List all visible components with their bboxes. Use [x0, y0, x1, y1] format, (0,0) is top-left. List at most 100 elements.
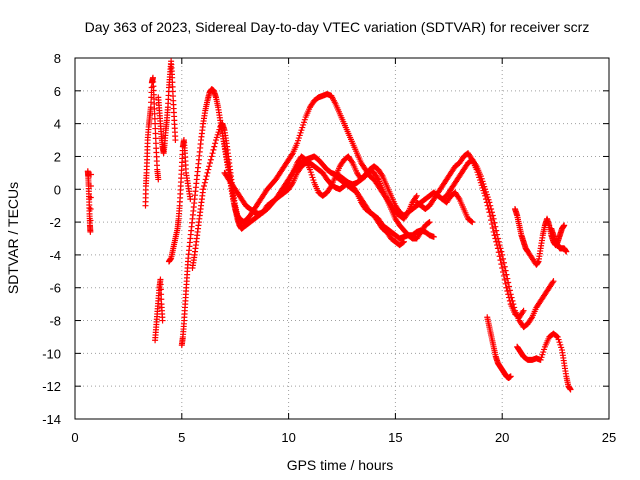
data-point — [200, 186, 207, 193]
series-sat-f — [178, 86, 420, 349]
data-point — [504, 288, 511, 295]
data-point — [455, 194, 462, 201]
data-point — [211, 143, 218, 150]
data-point — [474, 169, 481, 176]
series-sat-q — [548, 225, 570, 255]
data-point — [155, 176, 162, 183]
data-point — [556, 339, 563, 346]
data-point — [481, 190, 488, 197]
data-point — [87, 205, 94, 212]
data-point — [87, 182, 94, 189]
data-point — [482, 192, 489, 199]
data-point — [87, 228, 94, 235]
series-sat-c — [152, 276, 166, 344]
data-point — [298, 127, 305, 134]
data-point — [528, 315, 535, 322]
data-point — [561, 222, 568, 229]
data-point — [348, 158, 355, 165]
data-point — [425, 219, 432, 226]
data-point — [520, 307, 527, 314]
data-point — [308, 171, 315, 178]
data-point — [496, 253, 503, 260]
data-point — [413, 192, 420, 199]
x-tick-label: 0 — [71, 430, 78, 445]
data-point — [297, 129, 304, 136]
y-tick-label: 0 — [54, 182, 61, 197]
data-point — [537, 356, 544, 363]
data-point — [202, 176, 209, 183]
data-point — [374, 175, 381, 182]
series-sat-e — [165, 137, 194, 265]
y-tick-label: -8 — [49, 314, 61, 329]
data-point — [505, 291, 512, 298]
data-point — [489, 224, 496, 231]
data-point — [490, 228, 497, 235]
plot-frame — [74, 57, 610, 420]
data-point — [554, 333, 561, 340]
data-point — [430, 233, 437, 240]
data-point — [493, 238, 500, 245]
data-point — [207, 156, 214, 163]
data-point — [494, 245, 501, 252]
data-point — [468, 155, 475, 162]
data-point — [296, 132, 303, 139]
y-axis-label: SDTVAR / TECUs — [5, 182, 21, 294]
y-tick-label: -4 — [49, 248, 61, 263]
data-point — [563, 248, 570, 255]
data-point — [476, 177, 483, 184]
data-point — [506, 297, 513, 304]
data-point — [502, 280, 509, 287]
data-point — [495, 249, 502, 256]
data-point — [307, 169, 314, 176]
series-sat-a — [84, 168, 95, 235]
x-axis-label: GPS time / hours — [287, 457, 394, 473]
data-point — [553, 333, 560, 340]
x-tick-label: 25 — [602, 430, 616, 445]
y-tick-label: -6 — [49, 281, 61, 296]
x-tick-label: 20 — [495, 430, 509, 445]
data-point — [306, 166, 313, 173]
series-sat-m — [439, 189, 476, 226]
data-point — [212, 140, 219, 147]
data-point — [426, 219, 433, 226]
data-point — [310, 177, 317, 184]
data-point — [506, 294, 513, 301]
data-point — [538, 354, 545, 361]
data-point — [567, 386, 574, 393]
data-point — [558, 344, 565, 351]
data-point — [477, 179, 484, 186]
data-point — [480, 187, 487, 194]
y-tick-label: -10 — [42, 346, 61, 361]
series-sat-b — [142, 74, 162, 209]
data-point — [294, 140, 301, 147]
series-sat-j — [281, 153, 557, 331]
series-sat-h — [221, 153, 433, 242]
data-point — [500, 272, 507, 279]
y-tick-label: 4 — [54, 117, 61, 132]
data-point — [476, 174, 483, 181]
data-point — [206, 160, 213, 167]
data-point — [469, 219, 476, 226]
data-point — [498, 261, 505, 268]
data-point — [555, 336, 562, 343]
series-sat-k — [332, 173, 437, 242]
data-point — [87, 217, 94, 224]
data-point — [201, 182, 208, 189]
data-point — [300, 119, 307, 126]
data-point — [400, 239, 407, 246]
data-point — [468, 218, 475, 225]
data-point — [549, 279, 556, 286]
data-point — [213, 134, 220, 141]
data-point — [295, 135, 302, 142]
data-point — [473, 166, 480, 173]
data-point — [203, 173, 210, 180]
data-point — [478, 182, 485, 189]
series-sat-p — [512, 205, 568, 268]
series-sat-o — [514, 330, 574, 393]
data-point — [503, 284, 510, 291]
data-point — [88, 171, 95, 178]
data-point — [497, 257, 504, 264]
data-point — [201, 179, 208, 186]
data-point — [501, 276, 508, 283]
